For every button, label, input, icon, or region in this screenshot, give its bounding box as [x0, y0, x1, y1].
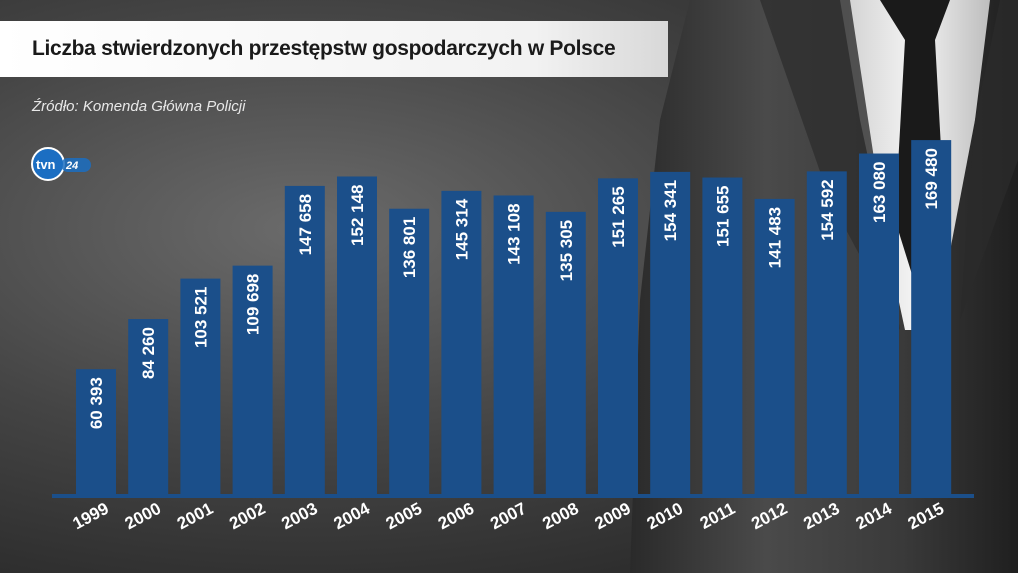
bar-value-label: 135 305: [557, 220, 576, 281]
bar-2007: [493, 195, 534, 496]
x-tick-label: 2005: [383, 499, 425, 534]
chart-title: Liczba stwierdzonych przestępstw gospoda…: [32, 37, 616, 60]
x-axis-ticks: 1999 2000 2001 2002 2003 2004 2005 2006 2007 2008…: [70, 499, 948, 534]
bar-value-label: 152 148: [348, 184, 367, 245]
bars-group: 60 393 84 260 103 521 109 698 147 658 152 148…: [76, 140, 952, 497]
bar-value-label: 154 341: [661, 180, 680, 241]
bar-2004: [337, 176, 377, 496]
bar-2008: [545, 211, 586, 496]
x-tick-label: 2010: [644, 499, 686, 534]
x-tick-label: 2009: [592, 499, 634, 534]
x-tick-label: 2007: [487, 499, 529, 534]
svg-text:24: 24: [65, 160, 78, 172]
bar-value-label: 60 393: [87, 377, 106, 429]
x-tick-label: 2013: [800, 499, 842, 534]
bar-value-label: 84 260: [139, 327, 158, 379]
bar-value-label: 103 521: [191, 287, 210, 348]
x-tick-label: 2006: [435, 499, 477, 534]
bar-value-label: 145 314: [452, 198, 471, 260]
bar-1999: [76, 369, 116, 496]
x-tick-label: 1999: [70, 499, 112, 534]
tvn24-logo: tvn 24: [31, 147, 91, 181]
bar-2010: [650, 171, 691, 496]
x-tick-label: 2001: [174, 499, 216, 534]
bar-2013: [806, 171, 847, 496]
title-bar: Liczba stwierdzonych przestępstw gospoda…: [0, 21, 668, 77]
bar-value-label: 136 801: [400, 217, 419, 278]
x-tick-label: 2011: [697, 499, 738, 533]
bar-2012: [754, 198, 795, 497]
bar-value-label: 169 480: [922, 148, 941, 209]
bar-value-label: 141 483: [766, 207, 785, 268]
bar-value-label: 147 658: [296, 194, 315, 255]
bar-value-label: 151 265: [609, 186, 628, 247]
bar-value-label: 154 592: [818, 179, 837, 240]
bar-value-label: 163 080: [870, 162, 889, 223]
x-tick-label: 2003: [278, 499, 320, 534]
source-label: Źródło: Komenda Główna Policji: [32, 98, 246, 115]
x-tick-label: 2008: [539, 499, 581, 534]
bar-value-label: 143 108: [505, 203, 524, 264]
bar-2005: [389, 208, 430, 496]
bar-2002: [232, 265, 273, 496]
bar-2001: [180, 278, 221, 496]
bar-value-label: 109 698: [244, 274, 263, 335]
x-tick-label: 2000: [122, 499, 164, 534]
bar-2015: [911, 140, 952, 497]
bar-2006: [441, 190, 482, 496]
x-tick-label: 2012: [748, 499, 790, 534]
bar-2014: [859, 153, 899, 497]
bar-2011: [702, 177, 743, 496]
bar-2003: [284, 185, 325, 496]
x-tick-label: 2002: [226, 499, 268, 534]
bar-2009: [598, 178, 638, 496]
x-tick-label: 2015: [905, 499, 947, 534]
bar-2000: [128, 319, 169, 496]
x-tick-label: 2004: [331, 499, 374, 534]
x-tick-label: 2014: [853, 499, 896, 534]
chart-baseline: [52, 494, 974, 498]
bar-value-label: 151 655: [713, 186, 732, 247]
svg-text:tvn: tvn: [36, 157, 56, 172]
